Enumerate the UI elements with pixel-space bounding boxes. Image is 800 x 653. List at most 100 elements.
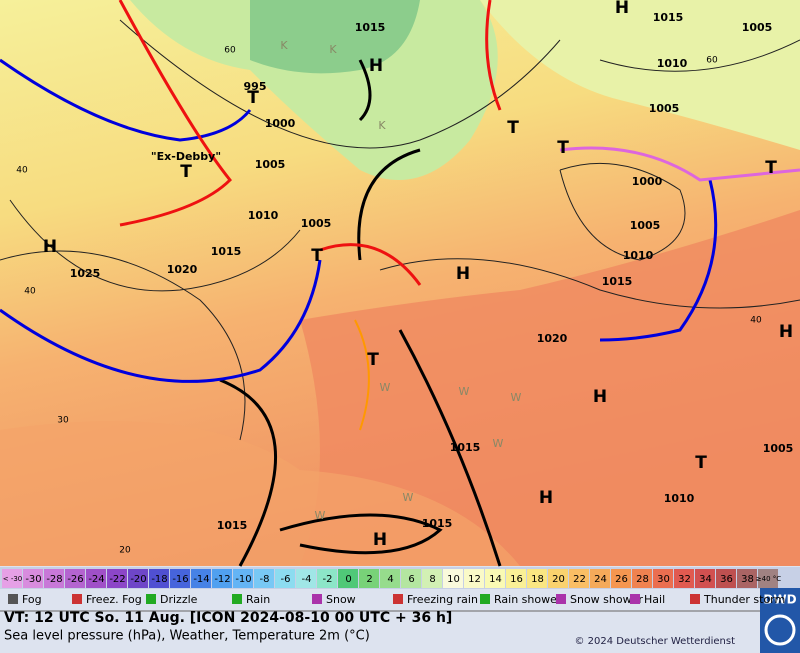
scale-label: -28 [46, 574, 62, 585]
pressure-center: T [507, 118, 519, 138]
isobar-label: 1015 [422, 517, 453, 530]
scale-cell [737, 569, 757, 588]
legend-icon [146, 594, 156, 604]
scale-label: 20 [552, 574, 565, 585]
legend-label: Rain shower [494, 593, 562, 606]
logo-text: DWD [763, 593, 796, 607]
cold-front [0, 259, 322, 383]
warm-front [319, 243, 422, 286]
isotherm-label: 40 [16, 166, 28, 176]
legend-label: Snow [326, 593, 356, 606]
weather-mark: K [329, 43, 337, 56]
warm-front [118, 0, 233, 227]
legend-icon [312, 594, 322, 604]
pressure-center: T [765, 158, 777, 178]
legend-label: Hail [644, 593, 665, 606]
isobar-label: 1015 [602, 275, 633, 288]
scale-label: 32 [678, 574, 691, 585]
pressure-center: H [779, 322, 793, 342]
scale-label: 34 [699, 574, 712, 585]
legend-icon [393, 594, 403, 604]
scale-cell [44, 569, 64, 588]
scale-cell [674, 569, 694, 588]
isobar-label: 1025 [70, 267, 101, 280]
isobar-label: 1010 [657, 57, 688, 70]
scale-label: -24 [88, 574, 104, 585]
scale-label: 4 [387, 574, 393, 585]
weather-mark: K [378, 119, 386, 132]
description: Sea level pressure (hPa), Weather, Tempe… [4, 629, 370, 644]
scale-label: -18 [151, 574, 167, 585]
scale-cell [569, 569, 589, 588]
scale-cell [86, 569, 106, 588]
legend-icon [8, 594, 18, 604]
legend-label: Freez. Fog [86, 593, 142, 606]
scale-cell [653, 569, 673, 588]
pressure-center: H [539, 488, 553, 508]
legend-icon [72, 594, 82, 604]
scale-cell [2, 569, 22, 588]
scale-label: 26 [615, 574, 628, 585]
pressure-center: H [593, 387, 607, 407]
isotherm-label: 30 [57, 416, 69, 426]
isobar-label: 1005 [255, 158, 286, 171]
scale-label: -30 [25, 574, 41, 585]
scale-label: 6 [408, 574, 414, 585]
isotherm-label: 40 [24, 287, 36, 297]
scale-cell [464, 569, 484, 588]
scale-label: < -30 [3, 575, 23, 583]
scale-label: -10 [235, 574, 251, 585]
isotherm-label: 60 [706, 56, 718, 66]
isobar-label: 1015 [355, 21, 386, 34]
scale-label: 14 [489, 574, 502, 585]
pressure-center: T [311, 246, 323, 266]
scale-cell [548, 569, 568, 588]
scale-cell [506, 569, 526, 588]
scale-label: 36 [720, 574, 733, 585]
scale-label: 28 [636, 574, 649, 585]
scale-label: 10 [447, 574, 460, 585]
valid-time: VT: 12 UTC So. 11 Aug. [ICON 2024-08-10 … [4, 610, 452, 626]
scale-label: -8 [260, 574, 270, 585]
copyright: © 2024 Deutscher Wetterdienst [574, 636, 735, 647]
scale-label: 8 [429, 574, 435, 585]
weather-mark: W [380, 381, 391, 394]
pressure-center: H [369, 56, 383, 76]
scale-label: -12 [214, 574, 230, 585]
scale-label: ≥40 °C [756, 575, 781, 583]
thick-isobars [219, 59, 502, 567]
scale-cell [380, 569, 400, 588]
legend-icon [480, 594, 490, 604]
scale-cell [590, 569, 610, 588]
isobar-label: 1010 [623, 249, 654, 262]
scale-label: 16 [510, 574, 523, 585]
scale-label: -26 [67, 574, 83, 585]
isobar-label: 1000 [632, 175, 663, 188]
pressure-center: H [373, 530, 387, 550]
isobar-label: 1005 [630, 219, 661, 232]
scale-cell [254, 569, 274, 588]
isobar-label: 1015 [653, 11, 684, 24]
weather-mark: K [280, 39, 288, 52]
isotherm-label: 40 [750, 316, 762, 326]
scale-cell [359, 569, 379, 588]
scale-cell [149, 569, 169, 588]
pressure-center: T [367, 350, 379, 370]
weather-mark: W [493, 437, 504, 450]
isobar-label: 1000 [265, 117, 296, 130]
isobar-label: 1020 [167, 263, 198, 276]
pressure-center: H [615, 0, 629, 18]
scale-label: -20 [130, 574, 146, 585]
isobar-label: 1015 [217, 519, 248, 532]
cold-front [599, 179, 718, 342]
scale-label: 22 [573, 574, 586, 585]
scale-cell [107, 569, 127, 588]
scale-cell [716, 569, 736, 588]
scale-cell [23, 569, 43, 588]
scale-label: -2 [323, 574, 333, 585]
cool-area [130, 0, 498, 180]
hot-area [300, 210, 800, 566]
cold-front [0, 58, 252, 142]
isobar-label: 1020 [537, 332, 568, 345]
